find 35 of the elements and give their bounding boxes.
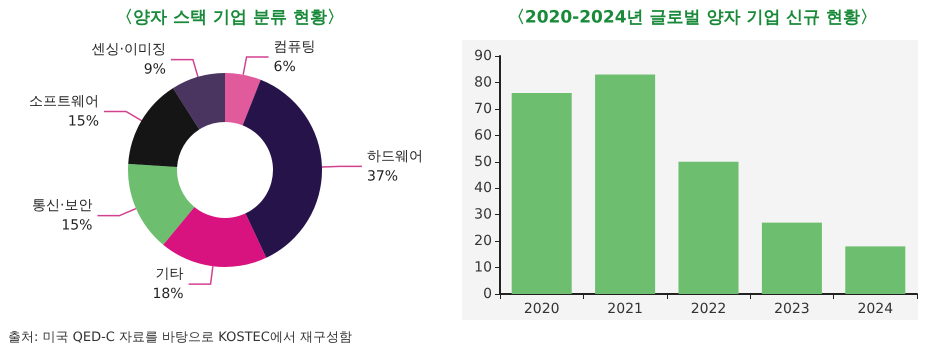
bar <box>512 93 572 294</box>
x-tick-label: 2023 <box>774 301 810 317</box>
data-label: 9% <box>144 62 166 78</box>
y-tick-label: 10 <box>474 260 492 276</box>
y-tick-label: 70 <box>474 100 492 117</box>
slice-label: 소프트웨어 <box>29 93 100 110</box>
slice-label: 하드웨어 <box>366 148 423 164</box>
slice-label: 센싱·이미징 <box>91 42 166 58</box>
bar <box>678 162 739 294</box>
source-note: 출처: 미국 QED-C 자료를 바탕으로 KOSTEC에서 재구성함 <box>8 330 352 345</box>
slice-label: 기타 <box>156 266 184 282</box>
data-label: 6% <box>274 59 296 76</box>
y-tick-label: 50 <box>474 154 492 170</box>
slice-label: 통신·보안 <box>32 198 92 214</box>
y-tick-label: 0 <box>483 286 492 302</box>
y-tick-label: 80 <box>474 74 492 90</box>
chart-title: 〈양자 스택 기업 분류 현황〉 <box>116 8 344 28</box>
data-label: 15% <box>61 218 92 234</box>
bar <box>762 222 822 294</box>
data-label: 18% <box>152 286 184 302</box>
x-tick-label: 2021 <box>607 301 643 317</box>
x-tick-label: 2022 <box>690 301 726 317</box>
y-tick-label: 60 <box>474 127 492 144</box>
slice-label: 컴퓨팅 <box>274 39 316 56</box>
bar <box>595 74 656 294</box>
y-tick-label: 20 <box>474 233 492 250</box>
x-tick-label: 2020 <box>524 301 560 317</box>
y-tick-label: 90 <box>474 48 492 64</box>
y-tick-label: 40 <box>474 180 492 196</box>
bar <box>845 246 906 294</box>
data-label: 37% <box>366 168 398 184</box>
chart-title: 〈2020-2024년 글로벌 양자 기업 신규 현황〉 <box>508 8 878 28</box>
data-label: 15% <box>68 113 100 130</box>
y-tick-label: 30 <box>474 206 492 223</box>
x-tick-label: 2024 <box>857 301 894 317</box>
